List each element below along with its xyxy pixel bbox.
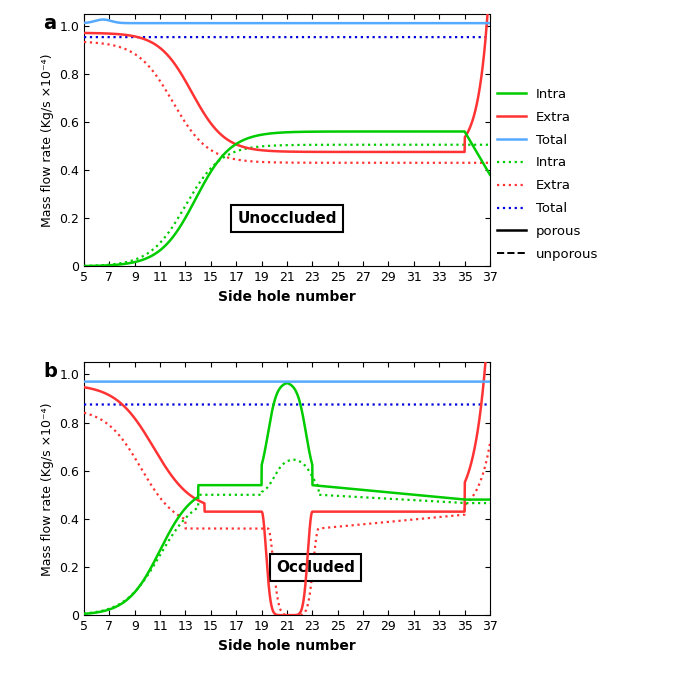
Y-axis label: Mass flow rate (Kg/s ×10⁻⁴): Mass flow rate (Kg/s ×10⁻⁴) [41, 402, 54, 575]
X-axis label: Side hole number: Side hole number [218, 639, 356, 652]
Text: a: a [43, 14, 57, 32]
Text: b: b [43, 362, 57, 381]
X-axis label: Side hole number: Side hole number [218, 290, 356, 304]
Text: Occluded: Occluded [276, 560, 355, 575]
Text: Unoccluded: Unoccluded [237, 212, 337, 226]
Legend: Intra, Extra, Total, Intra, Extra, Total, porous, unporous: Intra, Extra, Total, Intra, Extra, Total… [496, 88, 598, 261]
Y-axis label: Mass flow rate (Kg/s ×10⁻⁴): Mass flow rate (Kg/s ×10⁻⁴) [41, 53, 54, 226]
